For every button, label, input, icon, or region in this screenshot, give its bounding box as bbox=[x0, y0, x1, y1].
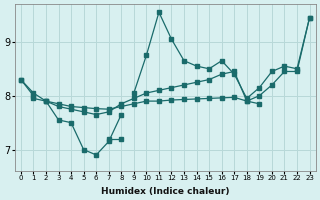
X-axis label: Humidex (Indice chaleur): Humidex (Indice chaleur) bbox=[101, 187, 229, 196]
